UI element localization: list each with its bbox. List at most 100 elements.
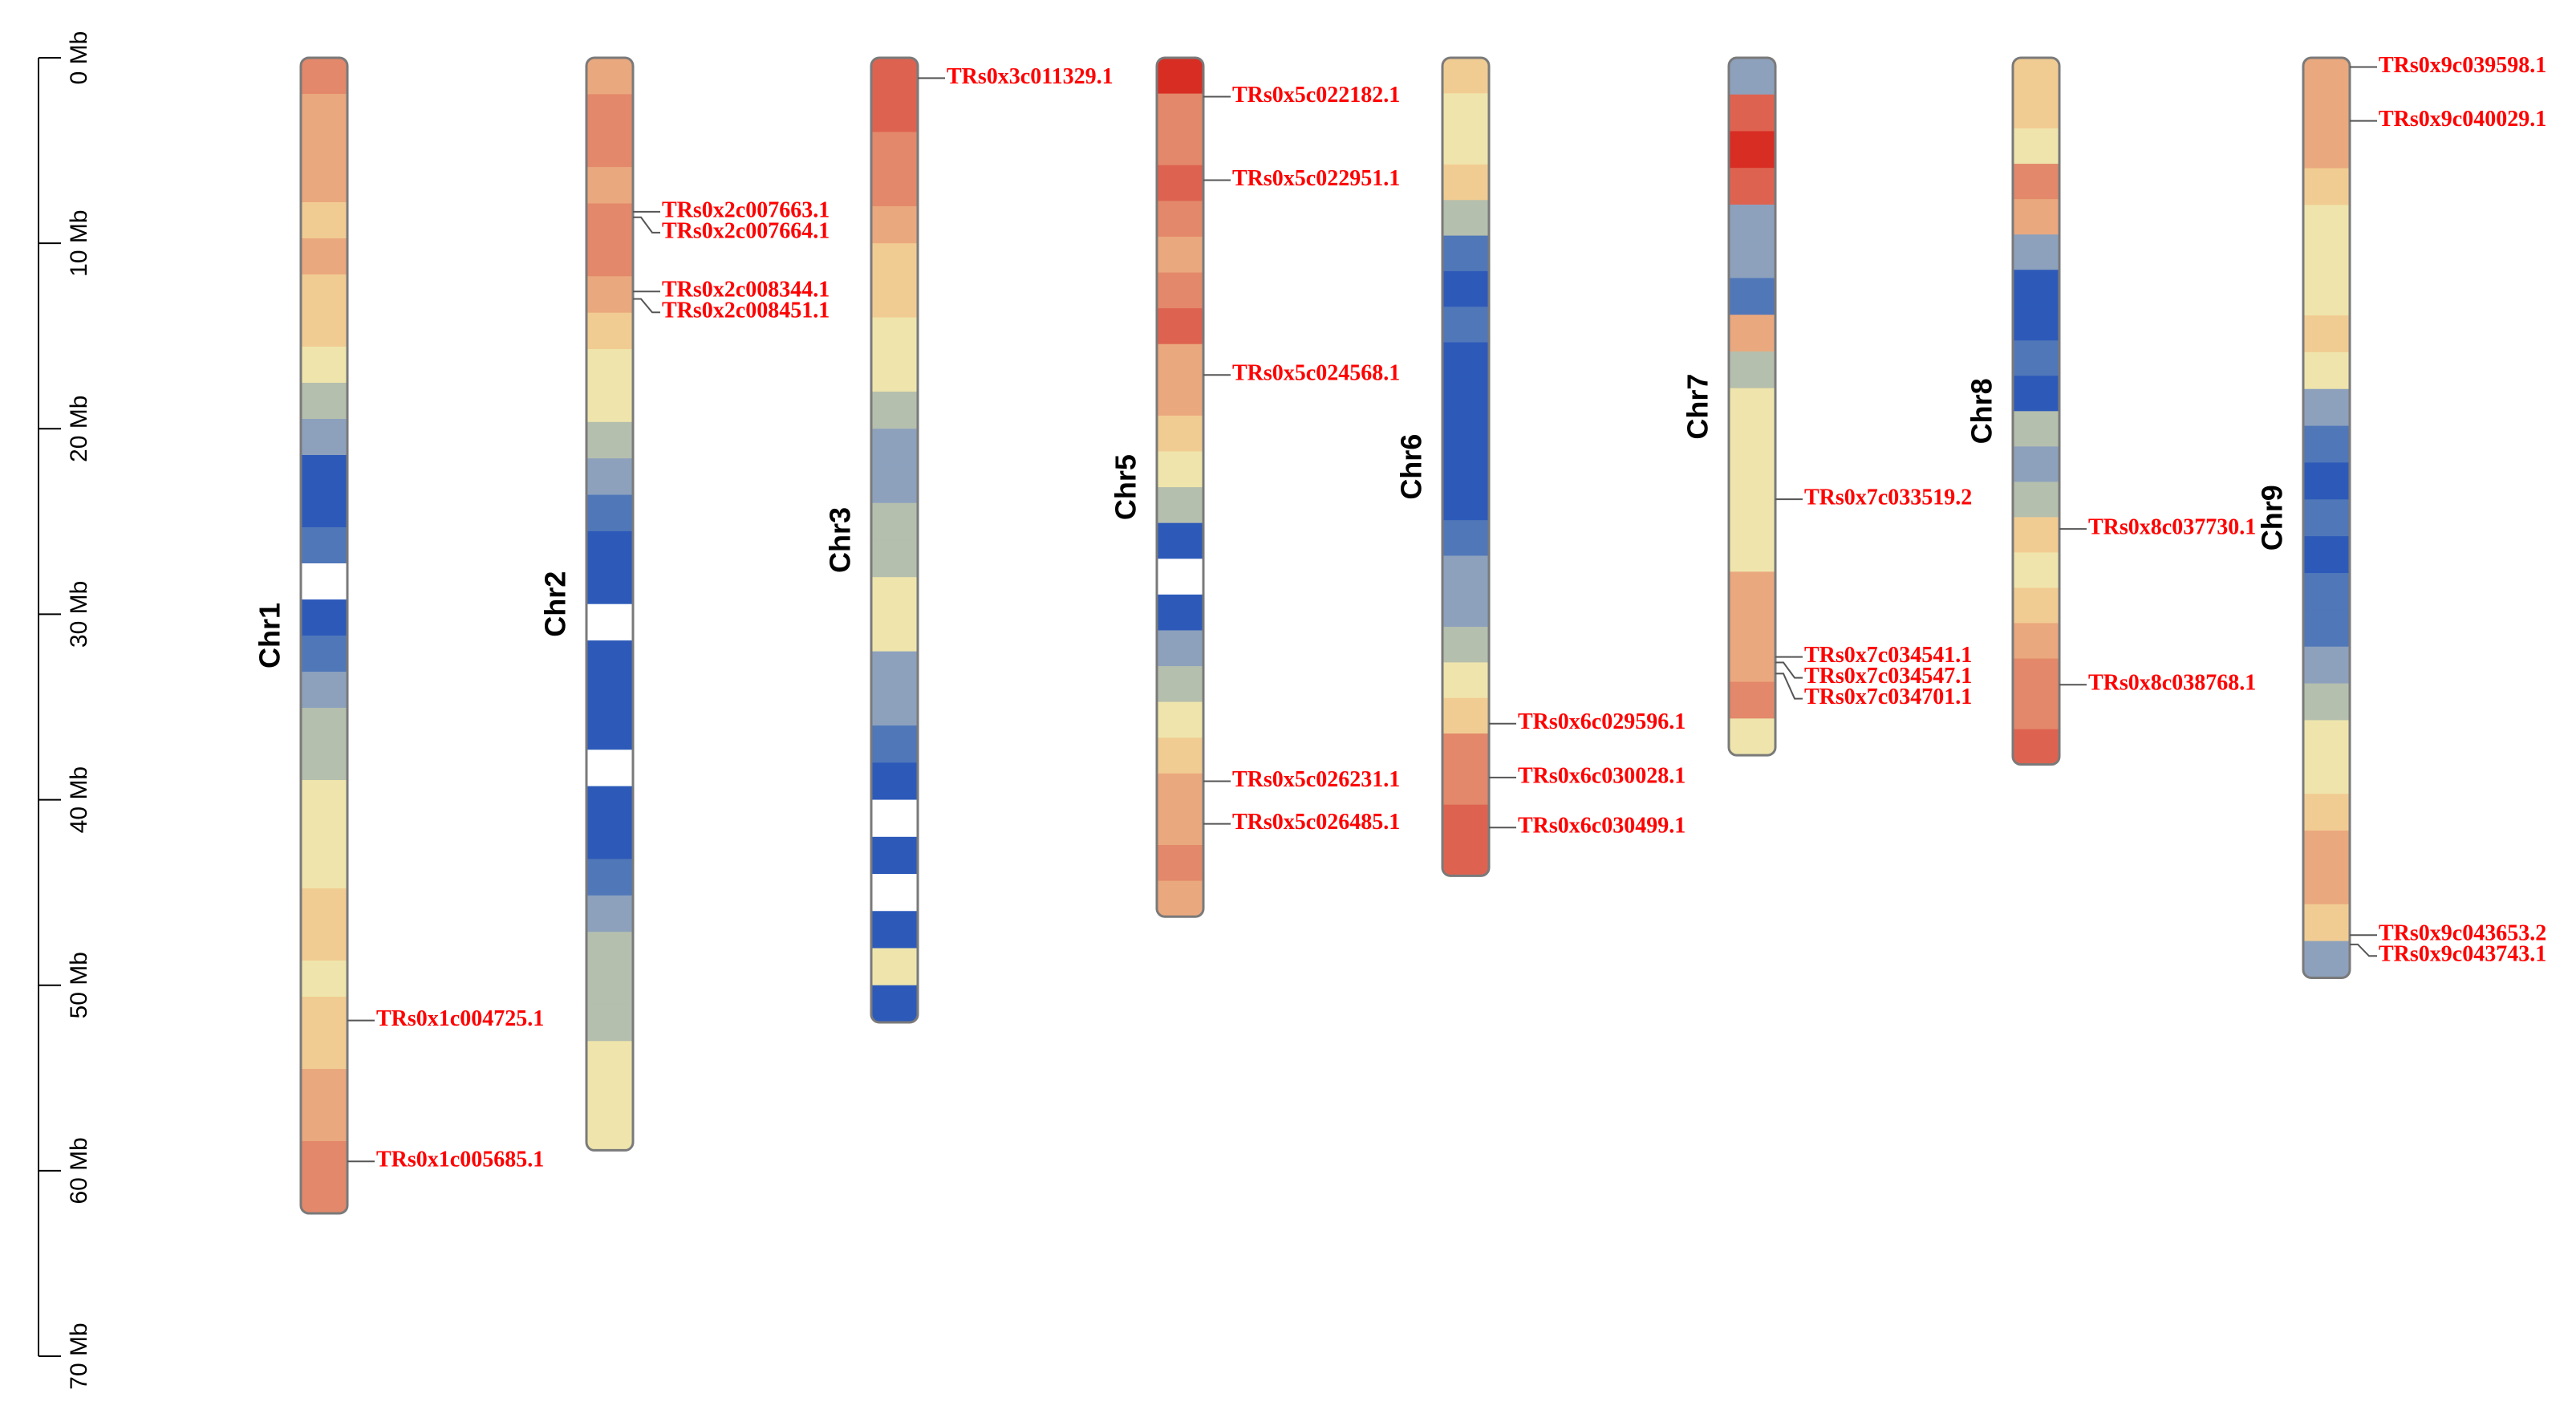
density-bin [2013,234,2059,270]
density-bin [1729,461,1775,499]
gene-label: TRs0x8c038768.1 [2088,671,2256,696]
density-bin [871,243,918,281]
gene-label: TRs0x6c030028.1 [1518,763,1686,788]
density-bin [2013,411,2059,447]
density-bin [2303,462,2350,500]
density-bin [1157,809,1203,846]
gene-label: TRs0x7c034701.1 [1804,685,1972,709]
density-bin [1729,204,1775,242]
density-bin [1157,845,1203,882]
density-bin [1157,201,1203,238]
density-bin [301,780,347,817]
gene-label: TRs0x1c005685.1 [376,1148,544,1172]
gene-label: TRs0x9c039598.1 [2379,53,2546,78]
gene-label: TRs0x8c037730.1 [2088,515,2256,540]
gene-label: TRs0x9c043743.1 [2379,942,2546,967]
density-bin [586,312,633,350]
density-bin [1157,737,1203,774]
density-bin [1157,451,1203,488]
density-bin [1157,308,1203,345]
density-bin [2303,278,2350,316]
density-bin [301,202,347,239]
density-bin [2303,904,2350,942]
density-bin [301,419,347,456]
density-bin [586,203,633,241]
density-bin [1442,555,1489,592]
density-bin [1442,270,1489,307]
density-bin [301,238,347,275]
gene-label: TRs0x2c008344.1 [662,278,830,303]
density-bin [2303,388,2350,427]
density-bin [2303,315,2350,353]
density-bin [1157,415,1203,453]
chromosome-label: Chr7 [1681,374,1714,440]
density-bin [1157,343,1203,380]
density-bin [301,1105,347,1142]
chromosome [586,58,633,1151]
density-bin [2303,609,2350,648]
density-bin [1157,380,1203,416]
density-bin [586,239,633,277]
gene-label: TRs0x2c007663.1 [662,197,830,222]
density-bin [301,961,347,997]
density-bin [301,1033,347,1070]
density-bin [871,539,918,578]
density-bin [871,985,918,1022]
density-bin [871,169,918,207]
density-bin [301,94,347,131]
density-bin [301,672,347,709]
y-tick-label: 30 Mb [66,581,92,648]
density-bin [1157,522,1203,559]
density-bin [2013,623,2059,660]
density-bin [871,502,918,541]
density-bin [1157,487,1203,524]
density-bin [1729,168,1775,205]
density-bin [2303,351,2350,390]
density-bin [586,94,633,132]
density-bin [871,58,918,95]
gene-label: TRs0x5c022951.1 [1232,166,1400,191]
gene-label: TRs0x7c033519.2 [1804,486,1972,510]
gene-label: TRs0x5c026485.1 [1232,810,1400,835]
density-bin [871,577,918,615]
chromosome-outline [299,56,349,1215]
density-bin [1442,200,1489,237]
density-bin [2303,58,2350,95]
density-bin [586,1041,633,1079]
density-bin [1729,644,1775,683]
density-bin [586,421,633,459]
density-bin [1442,591,1489,628]
density-bin [2303,131,2350,169]
density-bin [586,1004,633,1042]
y-tick-label: 50 Mb [66,952,92,1018]
density-bin [301,347,347,384]
density-bin [2303,242,2350,279]
density-bin [871,948,918,986]
density-bin [586,276,633,314]
density-bin [301,527,347,564]
density-bin [301,563,347,600]
density-bin [871,911,918,949]
density-bin [2303,573,2350,611]
density-bin [2013,93,2059,129]
density-bin [2013,446,2059,482]
density-bin [301,274,347,311]
density-bin [871,725,918,763]
gene-label: TRs0x7c034547.1 [1804,664,1972,689]
chromosome-label: Chr9 [2256,485,2289,551]
density-bin [2303,499,2350,537]
density-bin [301,166,347,203]
chromosome [301,58,347,1214]
density-bin [301,852,347,889]
gene-label: TRs0x5c022182.1 [1232,83,1400,108]
density-bin [586,968,633,1006]
density-bin [1442,377,1489,414]
density-bin [1729,241,1775,278]
density-bin [586,603,633,641]
chromosome-label: Chr1 [254,603,286,668]
density-bin [586,385,633,423]
gene-label: TRs0x9c040029.1 [2379,107,2546,132]
density-bin [586,458,633,496]
gene-label: TRs0x5c026231.1 [1232,767,1400,792]
